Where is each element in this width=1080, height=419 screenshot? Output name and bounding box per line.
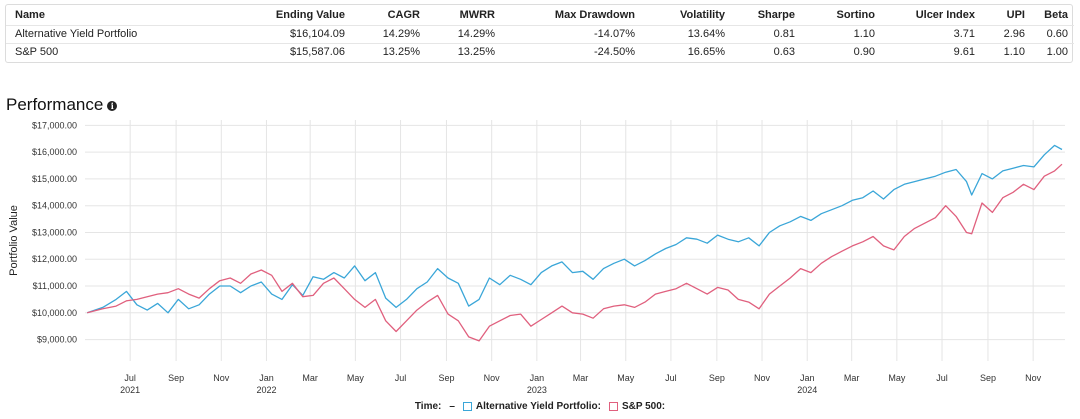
legend-label-alternative-yield: Alternative Yield Portfolio:	[475, 401, 601, 412]
legend-time-value: –	[449, 401, 455, 412]
table-cell-volatility: 13.64%	[641, 24, 731, 43]
x-tick-label: Jul	[124, 373, 136, 383]
x-tick-label: Mar	[573, 373, 589, 383]
x-tick-label: Sep	[438, 373, 454, 383]
stats-header-row: Name Ending Value CAGR MWRR Max Drawdown…	[6, 5, 1074, 25]
table-cell-cagr: 14.29%	[351, 24, 426, 43]
column-header-sortino[interactable]: Sortino	[836, 8, 876, 21]
table-row: Alternative Yield Portfolio $16,104.09 1…	[6, 24, 1074, 43]
y-tick-label: $10,000.00	[32, 308, 77, 318]
y-tick-label: $17,000.00	[32, 120, 77, 130]
column-header-upi[interactable]: UPI	[1006, 8, 1025, 21]
table-cell-ulcer-index: 3.71	[881, 24, 981, 43]
stats-table-card: Name Ending Value CAGR MWRR Max Drawdown…	[5, 4, 1074, 63]
x-tick-label: Jan	[800, 373, 815, 383]
info-icon[interactable]: i	[107, 101, 118, 111]
table-cell-beta: 0.60	[1031, 24, 1074, 43]
x-tick-label: Jan	[259, 373, 274, 383]
x-tick-label: Nov	[754, 373, 771, 383]
x-tick-year-label: 2024	[797, 385, 817, 395]
column-header-ulcer-index[interactable]: Ulcer Index	[915, 8, 975, 21]
y-tick-label: $12,000.00	[32, 254, 77, 264]
legend-label-sp500: S&P 500:	[621, 401, 666, 412]
x-tick-label: Jul	[665, 373, 677, 383]
legend-swatch-alternative-yield	[462, 402, 472, 411]
table-cell-mwrr: 14.29%	[426, 24, 501, 43]
chart-legend: Time: – Alternative Yield Portfolio: S&P…	[0, 401, 1080, 412]
y-tick-label: $15,000.00	[32, 174, 77, 184]
performance-section-title: Performance i	[6, 95, 118, 115]
x-tick-label: Jul	[395, 373, 407, 383]
x-tick-label: Sep	[980, 373, 996, 383]
chart-series	[86, 144, 1063, 342]
table-cell-mwrr: 13.25%	[426, 42, 501, 61]
y-tick-label: $11,000.00	[33, 281, 77, 291]
table-cell-max-drawdown: -24.50%	[501, 42, 641, 61]
stats-table: Name Ending Value CAGR MWRR Max Drawdown…	[6, 5, 1074, 61]
table-cell-sortino: 0.90	[801, 42, 881, 61]
table-cell-cagr: 13.25%	[351, 42, 426, 61]
legend-item-alternative-yield[interactable]: Alternative Yield Portfolio:	[462, 401, 601, 412]
x-axis: Jul 2021 Sep Nov Jan 2022 Mar May Jul Sep Nov Jan 20…	[120, 373, 1041, 395]
performance-title: Performance	[6, 95, 104, 114]
x-tick-label: Sep	[709, 373, 725, 383]
table-cell-upi: 1.10	[981, 42, 1031, 61]
table-cell-name: S&P 500	[6, 42, 176, 61]
table-cell-beta: 1.00	[1031, 42, 1074, 61]
column-header-mwrr[interactable]: MWRR	[459, 8, 495, 21]
y-axis: $9,000.00 $10,000.00 $11,000.00 $12,000.00 $…	[32, 120, 77, 344]
column-header-sharpe[interactable]: Sharpe	[757, 8, 795, 21]
table-cell-sortino: 1.10	[801, 24, 881, 43]
legend-swatch-sp500	[608, 402, 618, 411]
table-cell-sharpe: 0.63	[731, 42, 801, 61]
column-header-beta[interactable]: Beta	[1044, 8, 1068, 21]
table-cell-ending-value: $15,587.06	[176, 42, 351, 61]
y-tick-label: $13,000.00	[32, 227, 77, 237]
chart-grid	[85, 120, 1065, 361]
column-header-cagr[interactable]: CAGR	[387, 8, 420, 21]
y-tick-label: $9,000.00	[37, 335, 77, 345]
column-header-name[interactable]: Name	[15, 8, 45, 21]
x-tick-label: Sep	[168, 373, 184, 383]
table-cell-ending-value: $16,104.09	[176, 24, 351, 43]
column-header-ending-value[interactable]: Ending Value	[275, 8, 345, 21]
x-tick-label: Mar	[302, 373, 318, 383]
x-tick-year-label: 2022	[256, 385, 276, 395]
table-cell-sharpe: 0.81	[731, 24, 801, 43]
column-header-max-drawdown[interactable]: Max Drawdown	[554, 8, 635, 21]
x-tick-label: Jul	[936, 373, 948, 383]
x-tick-label: Mar	[844, 373, 860, 383]
x-tick-year-label: 2021	[120, 385, 140, 395]
legend-item-sp500[interactable]: S&P 500:	[608, 401, 666, 412]
table-cell-max-drawdown: -14.07%	[501, 24, 641, 43]
x-tick-label: Nov	[484, 373, 501, 383]
series-line-alternative-yield[interactable]	[86, 144, 1063, 314]
series-line-sp500[interactable]	[87, 163, 1063, 342]
table-cell-name: Alternative Yield Portfolio	[6, 24, 176, 43]
x-tick-label: May	[347, 373, 365, 383]
x-tick-label: May	[888, 373, 906, 383]
legend-time-label: Time:	[414, 401, 442, 412]
table-row: S&P 500 $15,587.06 13.25% 13.25% -24.50%…	[6, 42, 1074, 61]
table-cell-upi: 2.96	[981, 24, 1031, 43]
y-tick-label: $14,000.00	[32, 201, 77, 211]
x-tick-label: May	[617, 373, 635, 383]
column-header-volatility[interactable]: Volatility	[679, 8, 725, 21]
table-cell-volatility: 16.65%	[641, 42, 731, 61]
y-axis-title: Portfolio Value	[8, 205, 20, 276]
performance-chart[interactable]: $9,000.00 $10,000.00 $11,000.00 $12,000.00 $…	[0, 120, 1080, 400]
y-tick-label: $16,000.00	[32, 147, 77, 157]
x-tick-label: Nov	[1025, 373, 1042, 383]
table-cell-ulcer-index: 9.61	[881, 42, 981, 61]
x-tick-label: Nov	[213, 373, 230, 383]
x-tick-year-label: 2023	[527, 385, 547, 395]
x-tick-label: Jan	[530, 373, 545, 383]
